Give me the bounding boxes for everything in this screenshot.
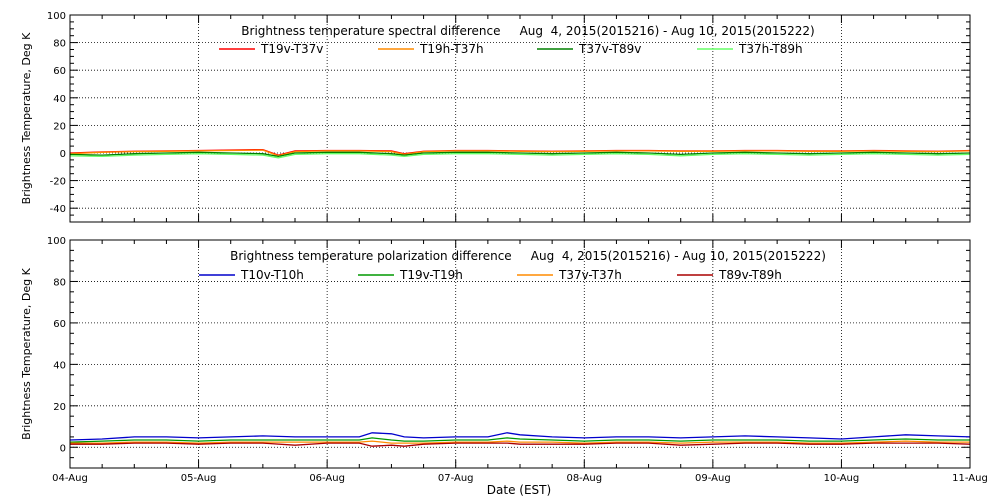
y-tick-label: 20: [53, 402, 66, 413]
y-tick-label: 100: [47, 236, 66, 247]
series-line: [70, 149, 970, 157]
legend-label: T37v-T37h: [558, 268, 622, 282]
series-line: [70, 440, 970, 444]
legend-label: T19v-T37v: [260, 42, 323, 56]
x-tick-label: 11-Aug: [952, 473, 988, 484]
series-line: [70, 442, 970, 447]
y-tick-label: 0: [60, 149, 66, 160]
y-tick-label: 60: [53, 66, 66, 77]
legend-label: T37h-T89h: [738, 42, 803, 56]
legend-label: T89v-T89h: [718, 268, 782, 282]
y-tick-label: 0: [60, 443, 66, 454]
chart-title: Brightness temperature spectral differen…: [241, 24, 814, 38]
x-tick-label: 07-Aug: [438, 473, 474, 484]
y-tick-label: 60: [53, 319, 66, 330]
y-tick-label: 80: [53, 39, 66, 50]
y-tick-label: 40: [53, 94, 66, 105]
series-line: [70, 432, 970, 441]
plot-frame: [69, 239, 971, 469]
series-line: [70, 153, 970, 159]
plot-frame: [69, 14, 971, 223]
x-tick-label: 05-Aug: [181, 473, 217, 484]
series-line: [70, 437, 970, 443]
x-tick-label: 04-Aug: [52, 473, 88, 484]
y-tick-label: 80: [53, 277, 66, 288]
chart-title: Brightness temperature polarization diff…: [230, 249, 826, 263]
x-tick-label: 08-Aug: [566, 473, 602, 484]
panel-polarization: 0 20 40 60 80 100 04-Aug 05-Aug 06-Aug 07-Aug 08-A…: [20, 236, 988, 484]
series-line: [70, 151, 970, 158]
y-tick-label: 100: [47, 11, 66, 22]
legend-label: T19v-T19h: [399, 268, 463, 282]
legend-label: T37v-T89v: [578, 42, 641, 56]
x-tick-label: 09-Aug: [695, 473, 731, 484]
panel-spectral: -40 -20 0 20 40 60 80 100 Brightness Temperature…: [20, 11, 971, 223]
y-tick-label: 40: [53, 360, 66, 371]
y-axis-label: Brightness Temperature, Deg K: [20, 267, 33, 439]
y-tick-label: -40: [50, 204, 66, 215]
x-tick-label: 06-Aug: [309, 473, 345, 484]
y-tick-label: -20: [50, 177, 66, 188]
legend-label: T19h-T37h: [419, 42, 484, 56]
x-axis-label: Date (EST): [487, 483, 551, 497]
y-axis-label: Brightness Temperature, Deg K: [20, 32, 33, 204]
x-tick-label: 10-Aug: [824, 473, 860, 484]
y-tick-label: 20: [53, 121, 66, 132]
legend-label: T10v-T10h: [240, 268, 304, 282]
